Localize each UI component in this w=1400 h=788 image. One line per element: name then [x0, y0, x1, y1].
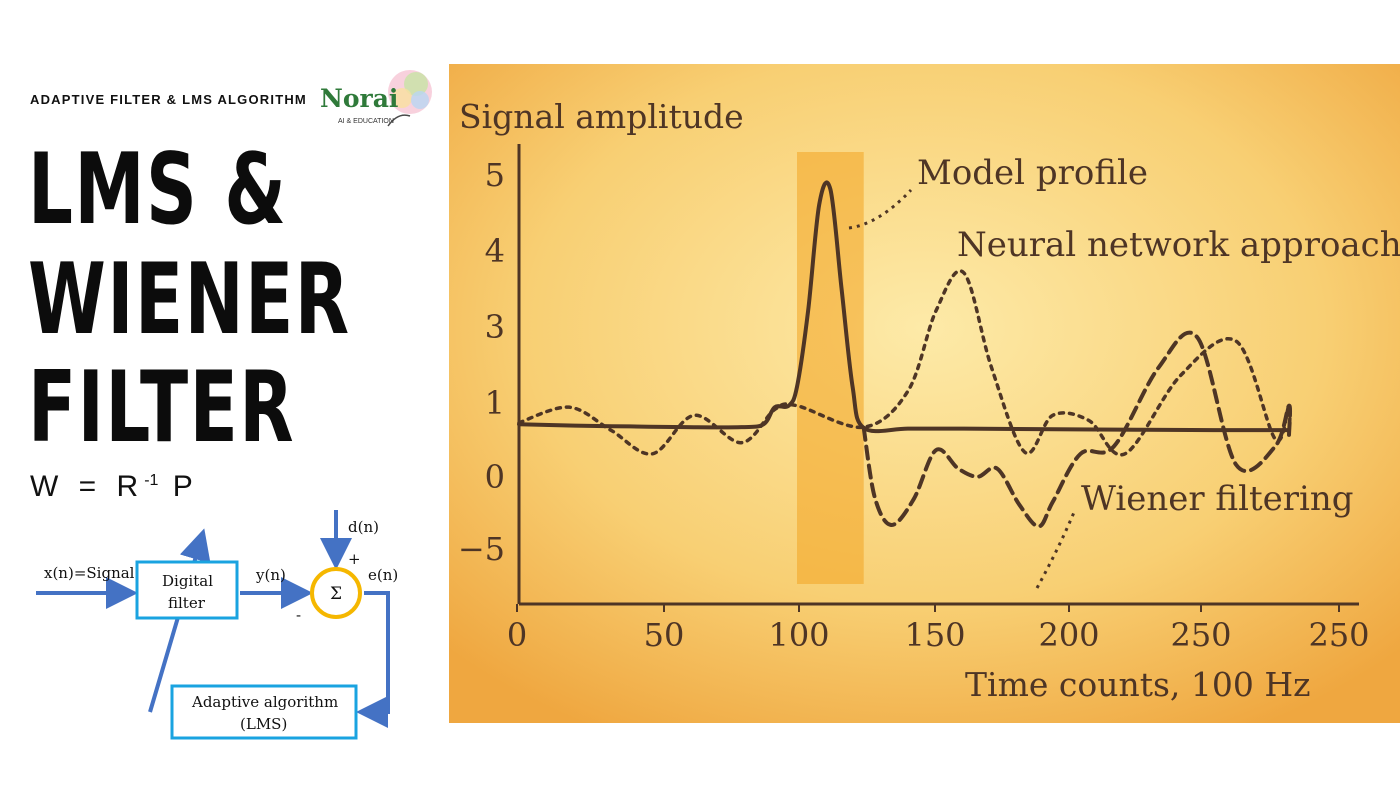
wiener-formula: W = R-1 P — [30, 470, 199, 504]
signal-chart-svg: 5 4 3 1 0 −5 0 50 100 150 200 250 250 Signal amplit… — [449, 64, 1400, 723]
title-line-1: LMS & — [28, 133, 288, 247]
neural-network-line — [517, 269, 1292, 457]
logo-name: Norai — [320, 84, 399, 113]
x-tick-label: 150 — [904, 616, 965, 654]
x-tick-label: 250 — [1308, 616, 1369, 654]
y-tick-label: 4 — [485, 232, 505, 270]
y-tick-label: 3 — [485, 308, 505, 346]
desired-label: d(n) — [348, 518, 379, 536]
formula-exponent: -1 — [144, 472, 159, 489]
signal-chart: 5 4 3 1 0 −5 0 50 100 150 200 250 250 Signal amplit… — [449, 64, 1400, 723]
formula-r: R — [116, 470, 145, 503]
summing-junction — [310, 567, 362, 619]
series-label-neural-network: Neural network approach — [957, 225, 1400, 265]
y-tick-label: 5 — [485, 156, 505, 194]
eyebrow-label: ADAPTIVE FILTER & LMS ALGORITHM — [30, 92, 307, 107]
x-tick-label: 50 — [644, 616, 685, 654]
highlight-band — [797, 152, 864, 584]
output-label: y(n) — [255, 566, 286, 584]
adaptive-label-1: Adaptive algorithm — [191, 693, 338, 711]
filter-label-1: Digital — [162, 572, 213, 590]
formula-w: W — [30, 470, 65, 503]
model-profile-leader — [848, 188, 913, 230]
title-line-3: FILTER — [28, 351, 296, 465]
x-tick-label: 0 — [507, 616, 527, 654]
title-line-2: WIENER — [28, 243, 351, 357]
y-axis-label: Signal amplitude — [459, 97, 744, 136]
series-label-wiener: Wiener filtering — [1081, 479, 1354, 519]
brain-icon — [387, 70, 432, 127]
x-tick-label: 200 — [1038, 616, 1099, 654]
x-axis-label: Time counts, 100 Hz — [965, 665, 1311, 704]
sum-symbol: Σ — [330, 584, 342, 604]
y-tick-label: −5 — [458, 530, 505, 568]
wiener-leader — [1035, 509, 1077, 589]
series-label-model-profile: Model profile — [917, 153, 1148, 193]
adaptive-algorithm-box — [170, 684, 358, 740]
x-tick-label: 250 — [1170, 616, 1231, 654]
x-tick-label: 100 — [768, 616, 829, 654]
filter-label-2: filter — [168, 594, 206, 612]
input-label: x(n)=Signal — [44, 564, 135, 582]
digital-filter-box — [135, 560, 239, 620]
y-tick-label: 0 — [485, 458, 505, 496]
formula-eq: = — [78, 470, 103, 503]
lms-block-diagram: x(n)=Signal Digital filter y(n) d(n) + -… — [36, 510, 398, 740]
y-tick-label: 1 — [485, 384, 505, 422]
wiener-filtering-line — [861, 330, 1293, 529]
plus-sign: + — [348, 550, 361, 568]
logo-tagline: AI & EDUCATION — [338, 118, 394, 125]
model-profile-line — [517, 180, 1291, 434]
adaptive-label-2: (LMS) — [240, 715, 287, 733]
error-feedback-arrow — [356, 591, 390, 728]
formula-p: P — [172, 470, 199, 503]
chart-background — [449, 64, 1400, 723]
norai-logo: Norai AI & EDUCATION — [318, 62, 436, 140]
error-label: e(n) — [368, 566, 398, 584]
minus-sign: - — [296, 606, 301, 624]
